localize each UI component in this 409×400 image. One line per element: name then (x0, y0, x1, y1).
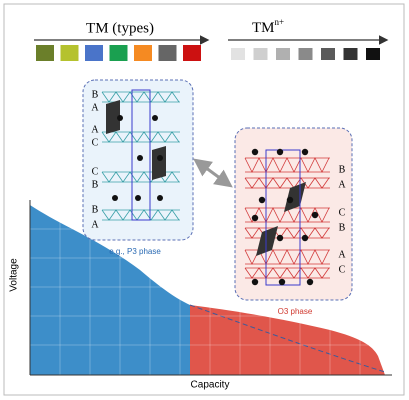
layer-label: C (339, 207, 346, 218)
layer-label: A (338, 179, 346, 190)
tm-sup: n+ (274, 17, 284, 27)
tm-types-label: TM (types) (86, 20, 154, 36)
x-axis-label: Capacity (191, 380, 230, 391)
tm-base: TM (252, 20, 275, 36)
swatch (36, 45, 54, 61)
ion (137, 155, 143, 161)
swatch (366, 48, 380, 60)
dashed-curve (189, 304, 386, 373)
swatch (158, 45, 177, 61)
swatch (109, 45, 128, 61)
ion (117, 115, 123, 121)
ion (251, 278, 259, 286)
layer-label: B (339, 222, 346, 233)
ion (301, 234, 309, 242)
swatch (321, 48, 335, 60)
swatch (276, 48, 290, 60)
swatch (298, 48, 313, 60)
layer-label: A (91, 124, 99, 135)
swatch (183, 45, 201, 61)
ion (251, 214, 259, 222)
ion (251, 148, 259, 156)
layer-label: B (92, 89, 99, 100)
ion (311, 211, 319, 219)
layer-label: C (339, 264, 346, 275)
blue-area (30, 205, 190, 375)
ion (112, 195, 118, 201)
swatch (231, 48, 245, 60)
unit-cell (131, 89, 151, 221)
layer-label: B (92, 179, 99, 190)
lattice (244, 267, 330, 279)
swatch (134, 45, 152, 61)
ion (276, 148, 284, 156)
lattice (101, 131, 180, 143)
prism (106, 100, 120, 134)
layer-label: B (339, 164, 346, 175)
lattice (244, 157, 330, 173)
p3-caption: e.g., P3 phase (109, 247, 161, 256)
lattice (244, 227, 330, 239)
lattice (244, 177, 330, 189)
layer-label: B (92, 204, 99, 215)
swatch (60, 45, 79, 61)
layer-label: A (91, 219, 99, 230)
y-axis-label: Voltage (9, 258, 20, 292)
ion (306, 278, 314, 286)
layer-label: A (91, 102, 99, 113)
ion (278, 278, 286, 286)
ion (286, 196, 294, 204)
ion (152, 115, 158, 121)
lattice (101, 171, 180, 183)
ion (258, 196, 266, 204)
swatch (253, 48, 268, 60)
double-arrow (193, 158, 233, 188)
ion (157, 155, 163, 161)
layer-label: C (92, 166, 99, 177)
tm-ions-label: TMn+ (252, 17, 284, 36)
swatch (85, 45, 103, 61)
swatches (36, 45, 380, 61)
prism (152, 146, 166, 180)
layer-label: C (92, 137, 99, 148)
prism (256, 226, 278, 256)
ion (157, 195, 163, 201)
ion (301, 148, 309, 156)
ion (135, 195, 141, 201)
ion (276, 234, 284, 242)
o3-caption: O3 phase (278, 307, 313, 316)
layer-label: A (338, 249, 346, 260)
swatch (343, 48, 358, 60)
